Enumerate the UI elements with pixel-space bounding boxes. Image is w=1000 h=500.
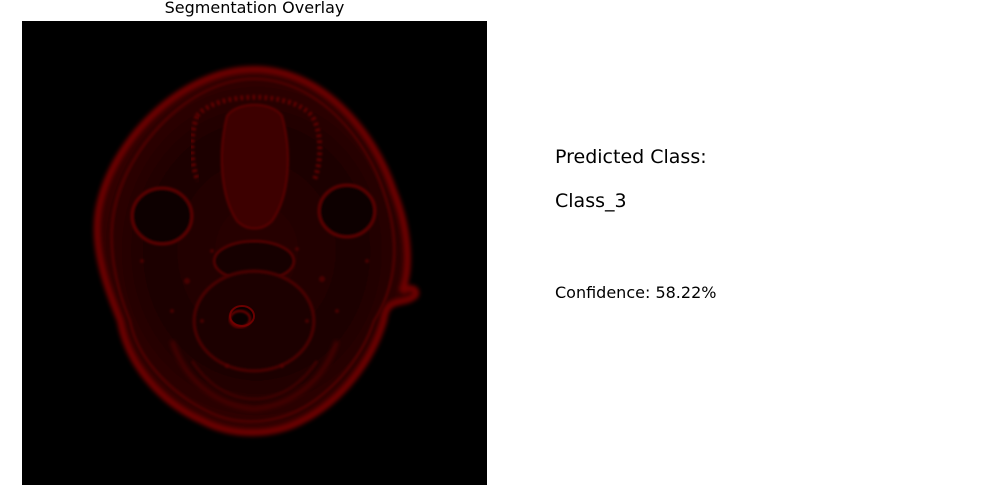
predicted-class-heading: Predicted Class: [555,146,707,168]
confidence-text: Confidence: 58.22% [555,283,717,302]
predicted-class-value: Class_3 [555,190,627,212]
segmentation-overlay-image [22,21,487,485]
overlay-title: Segmentation Overlay [164,0,345,17]
